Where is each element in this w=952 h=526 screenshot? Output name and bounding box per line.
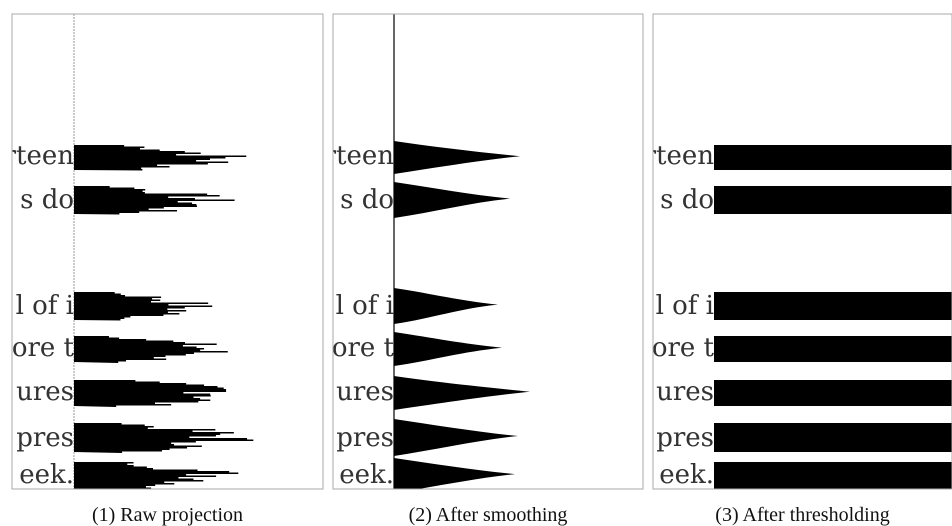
panel: rteen s do l of i ore t ures pres eek. (644, 141, 952, 490)
panel: rteen s do l of i ore t ures pres eek. (324, 14, 530, 493)
threshold-bar (714, 423, 952, 452)
threshold-bar (714, 186, 952, 214)
smoothed-profile (394, 419, 518, 456)
raw-profile (74, 423, 253, 453)
threshold-bar (714, 380, 952, 406)
raw-profile (74, 292, 212, 321)
caption: (1) Raw projection (92, 504, 243, 526)
caption: (3) After thresholding (715, 504, 889, 526)
text-fragment: l of i (16, 291, 74, 321)
raw-profile (74, 186, 235, 215)
smoothed-profile (394, 141, 520, 174)
smoothed-profile (394, 376, 530, 410)
text-fragment: ures (16, 377, 74, 407)
raw-profile (74, 145, 246, 171)
figure: rteen s do l of i ore t ures pres eek. (1) Raw … (0, 0, 952, 526)
text-fragment: ore t (652, 333, 715, 363)
threshold-bar (714, 462, 952, 489)
text-fragment: pres (336, 423, 394, 453)
smoothed-profile (394, 288, 498, 324)
text-fragment: ures (656, 377, 714, 407)
text-fragment: pres (16, 423, 74, 453)
raw-profile (74, 462, 238, 491)
raw-profile (74, 380, 226, 407)
text-fragment: eek. (659, 460, 714, 490)
smoothed-profile (394, 458, 515, 493)
smoothed-profile (394, 182, 510, 218)
text-fragment: ore t (332, 333, 395, 363)
text-fragment: s do (660, 185, 714, 215)
text-fragment: eek. (339, 460, 394, 490)
threshold-bar (714, 336, 952, 362)
text-fragment: s do (20, 185, 74, 215)
text-fragment: ore t (12, 333, 75, 363)
text-fragment: rteen (644, 141, 715, 171)
caption: (2) After smoothing (409, 504, 568, 526)
text-fragment: l of i (336, 291, 394, 321)
text-fragment: rteen (324, 141, 395, 171)
text-fragment: l of i (656, 291, 714, 321)
threshold-bar (714, 292, 952, 320)
text-fragment: eek. (19, 460, 74, 490)
panel: rteen s do l of i ore t ures pres eek. (4, 14, 254, 491)
panel-frame (333, 14, 643, 489)
raw-profile (74, 336, 228, 363)
text-fragment: ures (336, 377, 394, 407)
smoothed-profile (394, 332, 502, 366)
text-fragment: rteen (4, 141, 75, 171)
text-fragment: s do (340, 185, 394, 215)
panel-frame (653, 14, 952, 489)
text-fragment: pres (656, 423, 714, 453)
panel-frame (12, 14, 323, 489)
threshold-bar (714, 145, 952, 170)
